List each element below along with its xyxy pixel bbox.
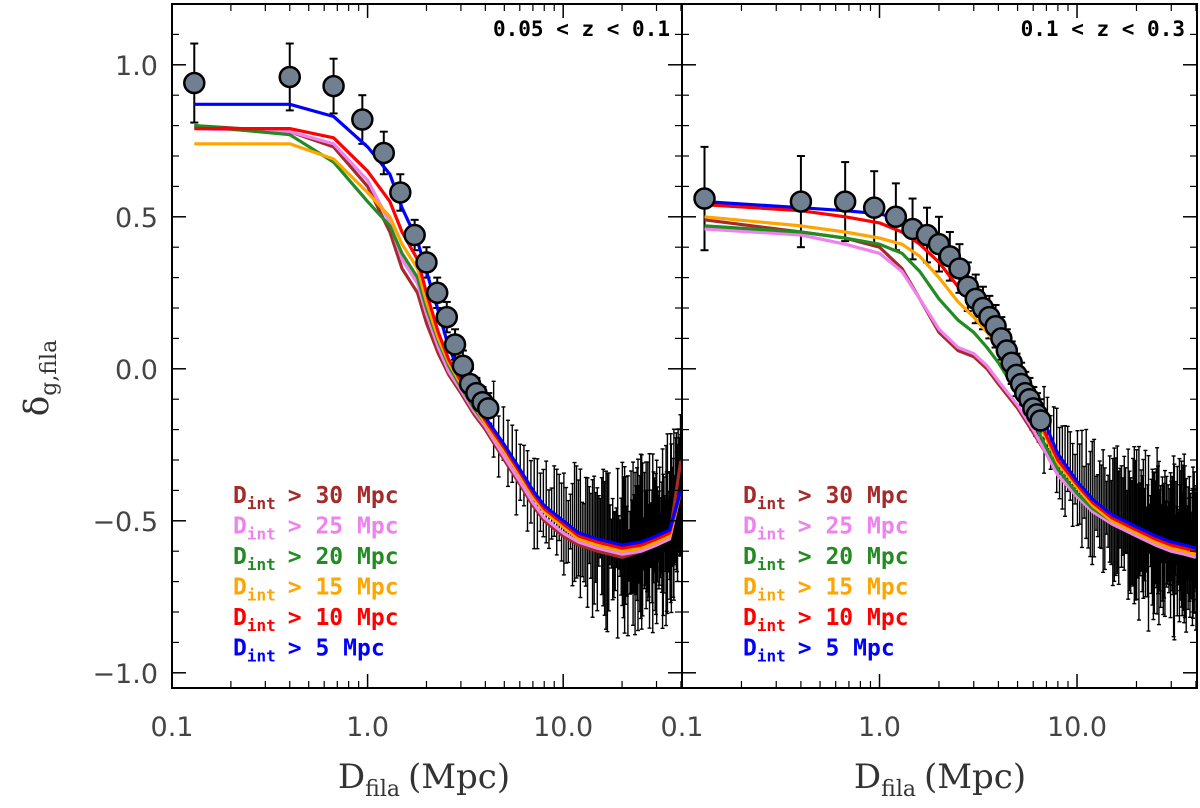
series-line xyxy=(194,127,682,550)
observed-point xyxy=(477,397,500,420)
observed-point xyxy=(833,190,857,213)
legend-entry: Dint > 20 Mpc xyxy=(743,544,909,574)
observed-point xyxy=(443,333,467,356)
series-line xyxy=(704,227,1197,559)
observed-point xyxy=(183,71,206,95)
legend-entry: Dint > 15 Mpc xyxy=(233,575,399,605)
observed-point xyxy=(389,181,412,204)
legend-entry: Dint > 25 Mpc xyxy=(743,514,909,544)
y-tick-label: 1.0 xyxy=(115,51,158,82)
observed-point xyxy=(425,281,449,305)
x-tick-label: 1.0 xyxy=(858,712,901,743)
legend-entry: Dint > 30 Mpc xyxy=(743,483,909,513)
legend-entry: Dint > 5 Mpc xyxy=(233,636,385,666)
observed-point xyxy=(322,74,345,98)
series-line xyxy=(194,127,682,556)
chart-root: 0.1 1.0 10.0 1.0 0.5 0.0 −0.5 −1.0 0.05 < z < 0.… xyxy=(92,3,1198,743)
observed-point xyxy=(789,190,813,213)
observed-point xyxy=(403,223,426,247)
panel-plot-area-2 xyxy=(693,145,1197,641)
y-tick-label: 0.0 xyxy=(115,355,158,386)
legend-entry: Dint > 15 Mpc xyxy=(743,575,909,605)
legend-entry: Dint > 5 Mpc xyxy=(743,636,895,666)
observed-point xyxy=(693,187,716,210)
x-axis-title-right: Dfila (Mpc) xyxy=(854,757,1026,802)
panel-title: 0.05 < z < 0.1 xyxy=(493,17,670,41)
legend-entry: Dint > 25 Mpc xyxy=(233,514,399,544)
observed-point xyxy=(278,65,302,89)
observed-point xyxy=(884,205,908,229)
observed-point xyxy=(1029,409,1052,432)
x-tick-label: 10.0 xyxy=(1047,712,1107,743)
observed-point xyxy=(435,305,459,329)
panel-plot-area-1 xyxy=(183,42,682,639)
legend-entry: Dint > 30 Mpc xyxy=(233,483,399,513)
y-tick-label: −0.5 xyxy=(92,507,158,538)
legend-entry: Dint > 20 Mpc xyxy=(233,544,399,574)
legend-entry: Dint > 10 Mpc xyxy=(233,605,399,635)
observed-point xyxy=(372,141,396,165)
x-tick-label: 10.0 xyxy=(533,712,593,743)
observed-point xyxy=(862,196,886,219)
y-tick-label: −1.0 xyxy=(92,659,158,690)
x-tick-label: 0.1 xyxy=(661,712,704,743)
series-line xyxy=(194,142,682,553)
x-axis-title-left: Dfila (Mpc) xyxy=(338,757,510,802)
x-tick-label: 0.1 xyxy=(151,712,194,743)
panel-title: 0.1 < z < 0.3 xyxy=(1021,17,1185,41)
observed-point xyxy=(415,251,438,274)
y-axis-title: δg,fila xyxy=(17,340,62,416)
x-tick-label: 1.0 xyxy=(346,712,389,743)
legend-entry: Dint > 10 Mpc xyxy=(743,605,909,635)
observed-point xyxy=(351,108,374,131)
observed-point xyxy=(948,257,971,280)
y-tick-label: 0.5 xyxy=(115,203,158,234)
